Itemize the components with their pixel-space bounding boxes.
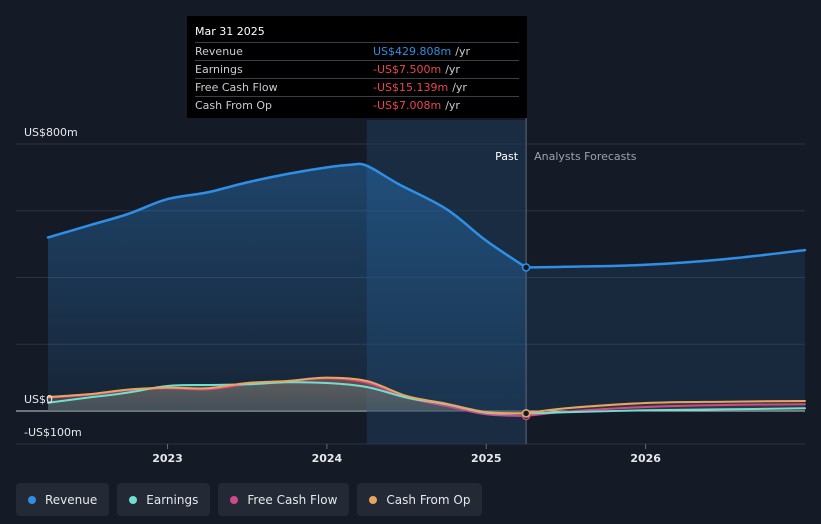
chart-legend: Revenue Earnings Free Cash Flow Cash Fro… <box>16 483 483 516</box>
x-tick-label: 2025 <box>471 452 502 465</box>
cash-from-op-marker <box>521 409 531 418</box>
region-label-forecast: Analysts Forecasts <box>534 150 637 163</box>
legend-label: Revenue <box>45 492 98 507</box>
revenue-area-forecast <box>526 250 805 411</box>
earnings-area-past <box>48 382 527 414</box>
cash-from-op-line-forecast <box>525 400 806 415</box>
y-tick-top: US$800m <box>24 126 78 139</box>
revenue-area-past <box>48 163 527 411</box>
tooltip-value: US$429.808m <box>373 45 452 58</box>
legend-item-free-cash-flow[interactable]: Free Cash Flow <box>218 483 350 516</box>
tooltip-label: Earnings <box>195 63 243 76</box>
legend-label: Earnings <box>146 492 199 507</box>
legend-dot-icon <box>369 495 378 504</box>
tooltip-unit: /yr <box>455 45 470 58</box>
cash-from-op-area-past <box>48 377 527 414</box>
tooltip-row-revenue: Revenue US$429.808m /yr <box>195 42 519 60</box>
tooltip-value: -US$7.008m <box>373 99 442 112</box>
revenue-line-past <box>46 162 528 269</box>
tooltip-row-free-cash-flow: Free Cash Flow -US$15.139m /yr <box>195 78 519 96</box>
tooltip-label: Free Cash Flow <box>195 81 278 94</box>
y-tick-zero: US$0 <box>24 393 53 406</box>
legend-item-cash-from-op[interactable]: Cash From Op <box>357 483 483 516</box>
tooltip-row-cash-from-op: Cash From Op -US$7.008m /yr <box>195 96 519 114</box>
legend-item-earnings[interactable]: Earnings <box>117 483 211 516</box>
legend-dot-icon <box>28 495 36 504</box>
data-tooltip: Mar 31 2025 Revenue US$429.808m /yr Earn… <box>187 16 527 118</box>
legend-dot-icon <box>129 495 138 504</box>
tooltip-unit: /yr <box>445 99 460 112</box>
series-lines <box>46 162 807 417</box>
x-tick-label: 2023 <box>152 452 183 465</box>
cash-from-op-line-past <box>47 376 528 415</box>
region-label-past: Past <box>495 150 519 163</box>
tooltip-label: Cash From Op <box>195 99 273 112</box>
earnings-line-forecast <box>525 407 806 415</box>
series-markers <box>521 263 531 421</box>
tooltip-value: -US$15.139m <box>373 81 449 94</box>
tooltip-value: -US$7.500m <box>373 63 442 76</box>
legend-label: Free Cash Flow <box>247 492 338 507</box>
revenue-line-forecast <box>524 248 807 269</box>
tooltip-row-earnings: Earnings -US$7.500m /yr <box>195 60 519 78</box>
x-tick-label: 2024 <box>312 452 343 465</box>
legend-label: Cash From Op <box>386 492 471 507</box>
revenue-marker <box>521 263 531 272</box>
tooltip-unit: /yr <box>445 63 460 76</box>
x-tick-label: 2026 <box>630 452 661 465</box>
tooltip-label: Revenue <box>195 45 243 58</box>
y-tick-bottom: -US$100m <box>24 426 82 439</box>
tooltip-date: Mar 31 2025 <box>195 25 265 38</box>
legend-dot-icon <box>230 495 239 504</box>
x-axis-ticks: 2023 2024 2025 2026 <box>152 444 661 465</box>
tooltip-unit: /yr <box>452 81 467 94</box>
legend-item-revenue[interactable]: Revenue <box>16 483 110 516</box>
